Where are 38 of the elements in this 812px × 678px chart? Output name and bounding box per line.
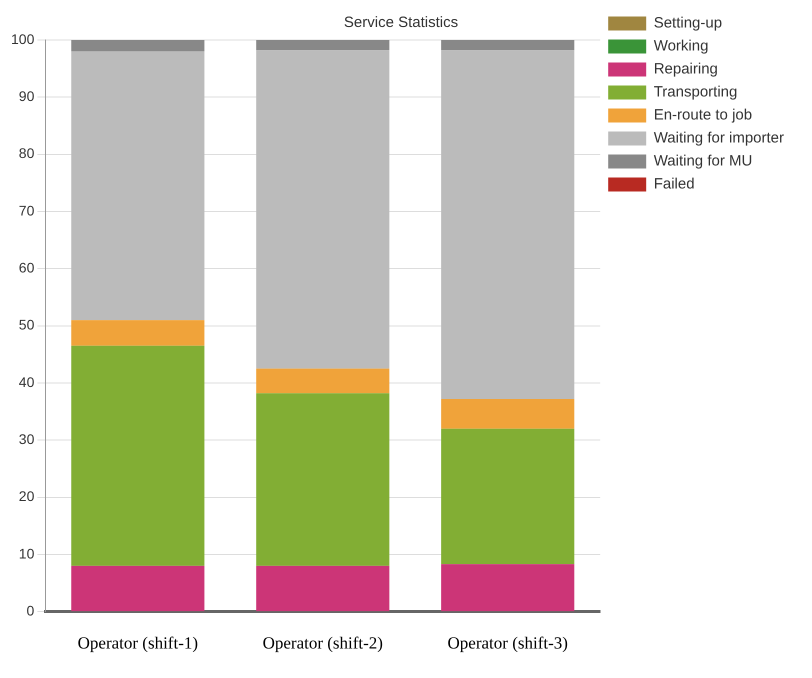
chart-title: Service Statistics <box>344 14 458 32</box>
legend-label: En-route to job <box>654 106 752 124</box>
y-tick-label: 70 <box>18 202 35 218</box>
y-tick-label: 10 <box>18 545 35 562</box>
y-tick-label: 80 <box>18 145 35 162</box>
x-tick-label: Operator (shift-1) <box>78 633 198 652</box>
y-tick-label: 90 <box>18 88 35 104</box>
y-tick-label: 60 <box>18 260 35 276</box>
bar <box>71 346 204 566</box>
bar <box>441 428 574 564</box>
y-tick-label: 50 <box>18 316 35 333</box>
y-tick-label: 100 <box>11 30 35 47</box>
bar <box>256 50 390 369</box>
y-tick-label: 0 <box>26 602 35 618</box>
legend-label: Working <box>654 38 708 55</box>
bar <box>256 40 390 50</box>
legend-label: Waiting for MU <box>654 152 752 170</box>
x-tick-label: Operator (shift-2) <box>262 633 383 652</box>
legend-label: Waiting for importer <box>654 130 784 147</box>
y-tick-label: 40 <box>18 374 35 390</box>
legend-label: Repairing <box>654 60 718 78</box>
bar <box>441 564 574 612</box>
y-tick-label: 30 <box>18 430 35 447</box>
bar <box>256 566 390 612</box>
y-tick-label: 20 <box>18 488 35 504</box>
bar <box>71 51 204 320</box>
bar <box>256 393 390 566</box>
bar <box>71 40 204 52</box>
bar <box>441 50 574 399</box>
legend-label: Setting-up <box>654 14 722 32</box>
bar <box>441 398 574 429</box>
legend-label: Failed <box>654 176 695 193</box>
bar <box>256 368 390 394</box>
bar <box>441 40 574 50</box>
legend-label: Transporting <box>654 84 738 101</box>
bar <box>71 566 204 612</box>
x-tick-label: Operator (shift-3) <box>448 633 568 652</box>
bar <box>71 320 204 346</box>
